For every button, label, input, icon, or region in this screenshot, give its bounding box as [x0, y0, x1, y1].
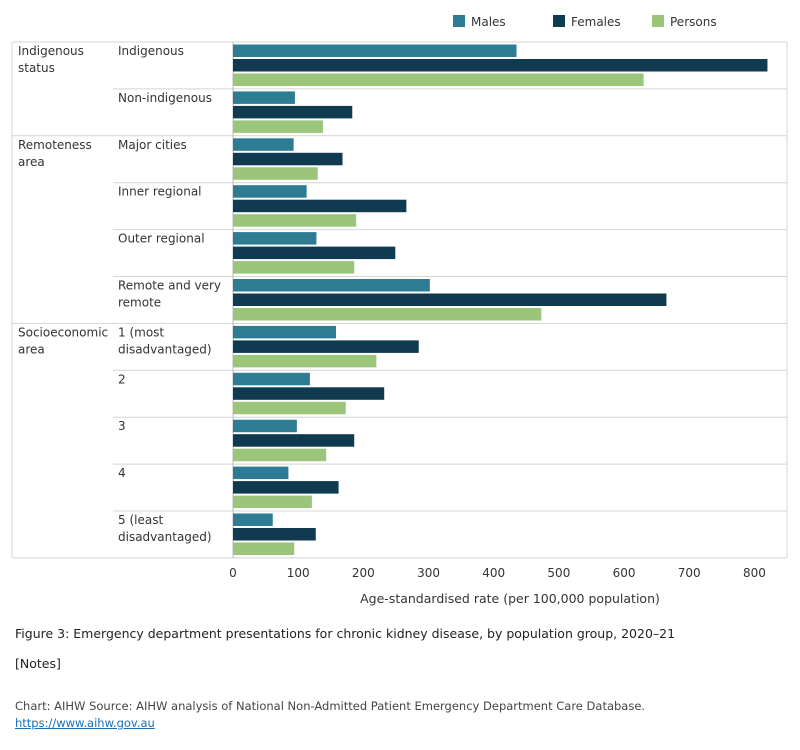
group-label: Indigenous	[18, 44, 84, 58]
bar-males	[233, 91, 295, 104]
bar-males	[233, 419, 297, 433]
bar-females	[233, 340, 419, 353]
x-tick-label: 800	[743, 566, 766, 580]
category-label: 1 (most	[118, 325, 164, 339]
bar-females	[233, 387, 385, 400]
group-label: area	[18, 342, 45, 356]
bar-persons	[233, 542, 295, 555]
bar-males	[233, 185, 307, 198]
legend-swatch-males	[453, 15, 465, 27]
legend-label-persons: Persons	[670, 15, 717, 29]
bar-males	[233, 279, 430, 292]
bar-males	[233, 466, 289, 480]
group-label: Socioeconomic	[18, 325, 108, 339]
bar-persons	[233, 261, 355, 274]
x-tick-label: 700	[678, 566, 701, 580]
x-tick-label: 400	[482, 566, 505, 580]
category-label: 5 (least	[118, 513, 163, 527]
category-label: Major cities	[118, 138, 187, 152]
bar-females	[233, 434, 355, 447]
bar-persons	[233, 308, 542, 321]
figure-title: Figure 3: Emergency department presentat…	[15, 626, 676, 641]
bar-persons	[233, 354, 377, 368]
x-tick-label: 600	[613, 566, 636, 580]
category-label: Non-indigenous	[118, 91, 212, 105]
group-label: area	[18, 155, 45, 169]
bar-females	[233, 528, 316, 541]
bar-persons	[233, 495, 312, 509]
bar-persons	[233, 401, 346, 415]
category-label: Remote and very	[118, 279, 221, 293]
category-label: remote	[118, 296, 161, 310]
bar-persons	[233, 120, 323, 133]
bar-males	[233, 372, 310, 386]
category-label: disadvantaged)	[118, 530, 212, 544]
bar-males	[233, 513, 273, 526]
x-tick-label: 500	[547, 566, 570, 580]
bar-females	[233, 105, 353, 119]
bar-females	[233, 246, 396, 260]
x-tick-label: 100	[287, 566, 310, 580]
group-label: status	[18, 61, 55, 75]
category-label: 4	[118, 466, 126, 480]
legend-label-males: Males	[471, 15, 506, 29]
x-axis-label: Age-standardised rate (per 100,000 popul…	[360, 591, 660, 606]
legend-swatch-females	[553, 15, 565, 27]
bar-persons	[233, 214, 357, 227]
category-label: disadvantaged)	[118, 342, 212, 356]
category-label: Inner regional	[118, 185, 202, 199]
bar-persons	[233, 448, 327, 462]
category-label: 2	[118, 372, 126, 386]
legend-label-females: Females	[571, 15, 621, 29]
bar-females	[233, 152, 343, 166]
source-link[interactable]: https://www.aihw.gov.au	[15, 716, 155, 730]
source-text: Chart: AIHW Source: AIHW analysis of Nat…	[15, 699, 646, 713]
bar-persons	[233, 73, 644, 86]
bar-males	[233, 138, 294, 151]
x-tick-label: 200	[352, 566, 375, 580]
category-label: Indigenous	[118, 44, 184, 58]
bar-females	[233, 293, 667, 306]
x-tick-label: 0	[229, 566, 237, 580]
notes-toggle[interactable]: [Notes]	[15, 656, 61, 671]
category-label: 3	[118, 419, 126, 433]
x-tick-label: 300	[417, 566, 440, 580]
bar-males	[233, 44, 517, 57]
bar-females	[233, 199, 407, 213]
bar-males	[233, 232, 317, 245]
bar-chart: Males Females Persons Indigenous status Remot…	[11, 15, 788, 606]
legend-swatch-persons	[652, 15, 664, 27]
group-label: Remoteness	[18, 138, 92, 152]
category-label: Outer regional	[118, 232, 205, 246]
bar-females	[233, 59, 768, 72]
bar-males	[233, 325, 336, 339]
bar-persons	[233, 167, 318, 180]
bar-females	[233, 481, 339, 494]
